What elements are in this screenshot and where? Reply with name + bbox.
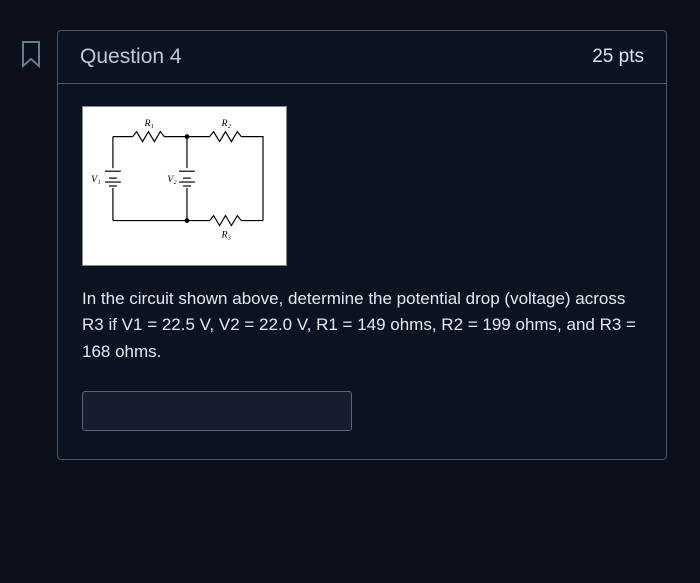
v2-label: V₂ — [167, 174, 177, 185]
circuit-diagram: R₁ R₂ R₃ V₁ V₂ — [82, 106, 287, 266]
r1-label: R₁ — [144, 118, 154, 129]
bookmark-flag-icon[interactable] — [20, 40, 42, 68]
answer-input[interactable] — [82, 391, 352, 431]
question-points: 25 pts — [592, 46, 644, 68]
r3-label: R₃ — [221, 229, 232, 240]
question-header: Question 4 25 pts — [58, 31, 666, 84]
question-text: In the circuit shown above, determine th… — [82, 286, 642, 365]
v1-label: V₁ — [91, 174, 100, 185]
question-title: Question 4 — [80, 45, 182, 69]
question-body: R₁ R₂ R₃ V₁ V₂ In the circuit shown abov… — [58, 84, 666, 459]
r2-label: R₂ — [221, 118, 232, 129]
question-card: Question 4 25 pts — [57, 30, 667, 460]
